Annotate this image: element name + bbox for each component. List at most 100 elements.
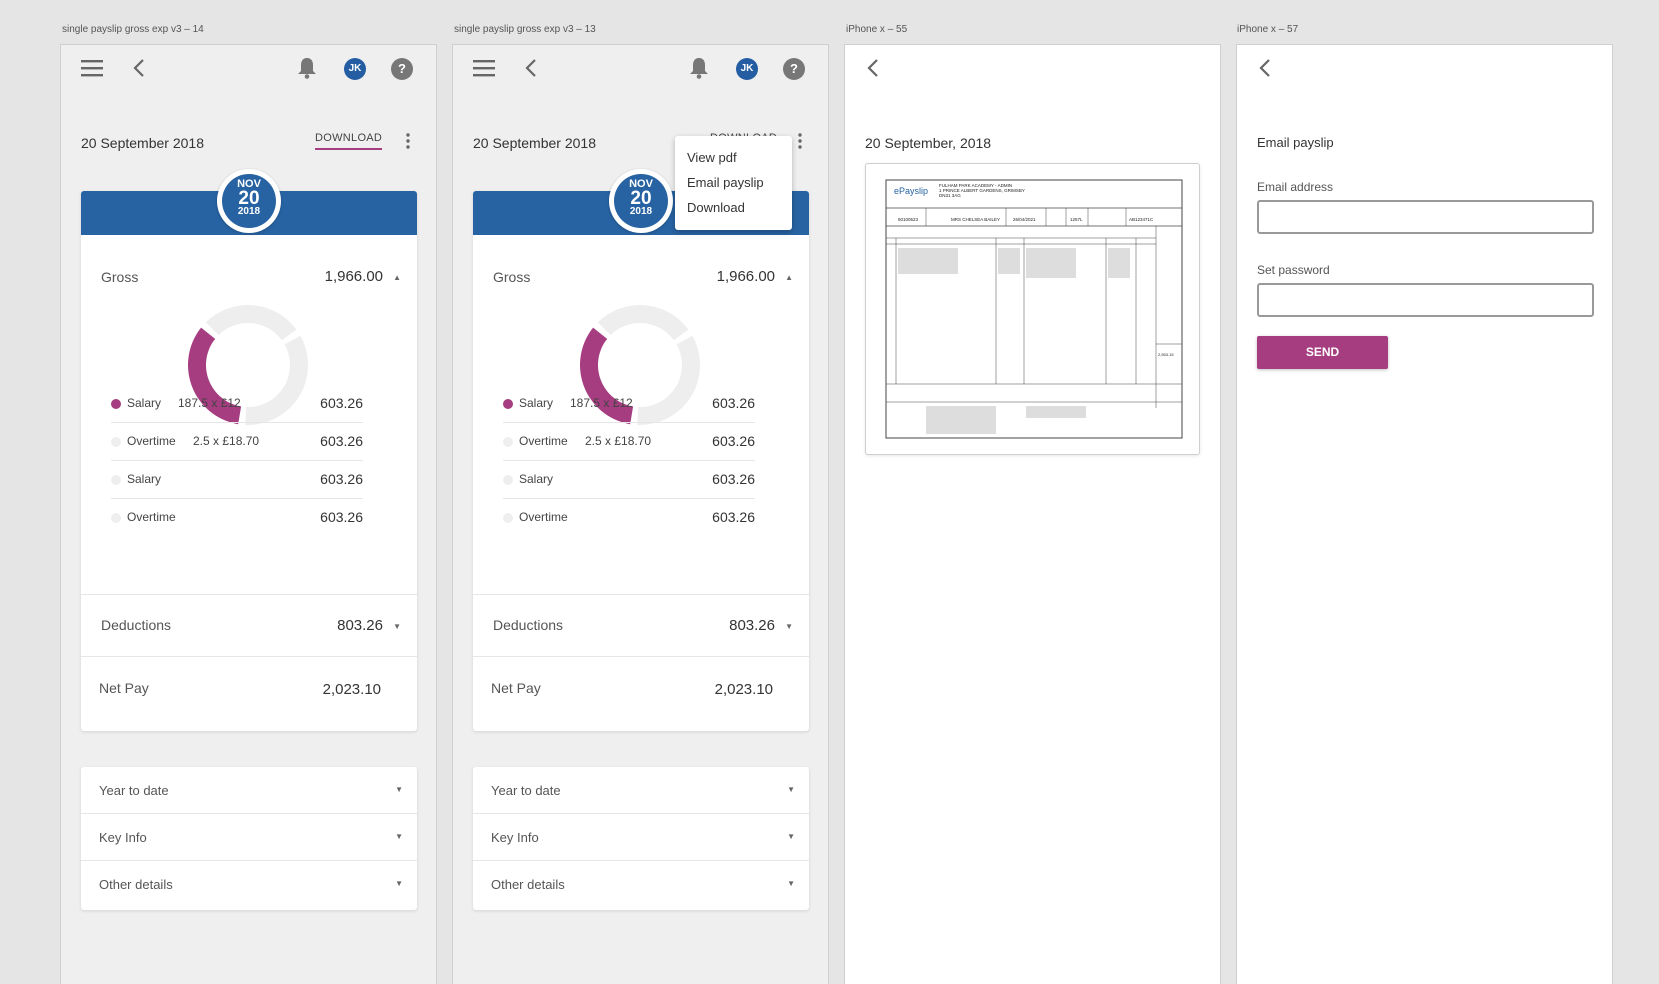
- payslip-summary-card: NOV 20 2018 Gross 1,966.00 ▲ Salary 187.…: [81, 169, 417, 731]
- net-pay-value: 2,023.10: [714, 681, 773, 698]
- details-accordion: Year to date ▼ Key Info ▼ Other details …: [81, 767, 417, 910]
- chevron-up-icon[interactable]: ▲: [393, 273, 401, 282]
- legend-value: 603.26: [320, 471, 363, 487]
- legend-row: Salary 187.5 x £12 603.26: [503, 385, 755, 423]
- legend-row: Overtime 2.5 x £18.70 603.26: [111, 423, 363, 461]
- legend-row: Overtime 603.26: [111, 499, 363, 537]
- menu-item-download[interactable]: Download: [687, 200, 745, 215]
- legend-calc: 2.5 x £18.70: [585, 434, 652, 448]
- more-options-icon[interactable]: [798, 133, 802, 154]
- chevron-down-icon: ▼: [395, 785, 403, 794]
- accordion-label: Key Info: [99, 830, 147, 845]
- doc-address: 1 PRINCE ALBERT GARDENS, GRIMSBY: [939, 188, 1025, 193]
- help-icon[interactable]: ?: [391, 58, 413, 80]
- page-title: Email payslip: [1257, 135, 1334, 150]
- net-pay-label: Net Pay: [491, 680, 541, 696]
- back-icon[interactable]: [867, 59, 879, 82]
- doc-employee-name: MRS CHELSEA BAILEY: [951, 217, 1000, 222]
- accordion-year-to-date[interactable]: Year to date ▼: [473, 767, 809, 814]
- legend-value: 603.26: [712, 471, 755, 487]
- legend-value: 603.26: [320, 509, 363, 525]
- divider: [473, 594, 809, 595]
- legend-row: Overtime 603.26: [503, 499, 755, 537]
- chevron-down-icon: ▼: [787, 879, 795, 888]
- legend-row: Overtime 2.5 x £18.70 603.26: [503, 423, 755, 461]
- net-pay-label: Net Pay: [99, 680, 149, 696]
- email-field[interactable]: [1257, 200, 1594, 234]
- gross-donut-chart: [188, 305, 308, 425]
- legend-calc: 2.5 x £18.70: [193, 434, 260, 448]
- chevron-down-icon: ▼: [395, 879, 403, 888]
- legend-row: Salary 187.5 x £12 603.26: [111, 385, 363, 423]
- accordion-key-info[interactable]: Key Info ▼: [473, 814, 809, 861]
- legend-value: 603.26: [712, 433, 755, 449]
- badge-year: 2018: [237, 206, 261, 217]
- badge-day: 20: [238, 188, 260, 209]
- back-icon[interactable]: [525, 59, 537, 82]
- bell-icon[interactable]: [297, 57, 317, 84]
- donut-slice-other: [637, 335, 700, 425]
- accordion-label: Key Info: [491, 830, 539, 845]
- legend-row: Salary 603.26: [503, 461, 755, 499]
- payslip-document: ePayslip FULHAM PARK ACADEMY - ADMIN 1 P…: [885, 179, 1183, 439]
- menu-item-view-pdf[interactable]: View pdf: [687, 150, 737, 165]
- accordion-key-info[interactable]: Key Info ▼: [81, 814, 417, 861]
- deductions-label: Deductions: [493, 617, 564, 633]
- accordion-label: Year to date: [99, 783, 169, 798]
- doc-tax-code: 1257L: [1070, 217, 1083, 222]
- divider: [473, 656, 809, 657]
- details-accordion: Year to date ▼ Key Info ▼ Other details …: [473, 767, 809, 910]
- date-badge: NOV 20 2018: [609, 169, 673, 233]
- accordion-year-to-date[interactable]: Year to date ▼: [81, 767, 417, 814]
- menu-item-email-payslip[interactable]: Email payslip: [687, 175, 764, 190]
- accordion-label: Year to date: [491, 783, 561, 798]
- donut-slice-other: [597, 305, 689, 341]
- accordion-label: Other details: [491, 877, 565, 892]
- menu-icon[interactable]: [473, 59, 495, 82]
- date-badge: NOV 20 2018: [217, 169, 281, 233]
- send-button[interactable]: SEND: [1257, 336, 1388, 369]
- more-options-icon[interactable]: [406, 133, 410, 154]
- password-field[interactable]: [1257, 283, 1594, 317]
- payslip-date: 20 September 2018: [81, 135, 204, 151]
- chevron-down-icon: ▼: [787, 832, 795, 841]
- back-icon[interactable]: [133, 59, 145, 82]
- chevron-down-icon[interactable]: ▼: [393, 622, 401, 631]
- legend-dot: [111, 399, 121, 409]
- chevron-down-icon[interactable]: ▼: [785, 622, 793, 631]
- artboard-label: iPhone x – 55: [846, 24, 908, 35]
- app-header: JK ?: [453, 45, 828, 93]
- badge-month: NOV: [629, 178, 653, 190]
- badge-year: 2018: [629, 206, 653, 217]
- legend-name: Salary: [519, 396, 554, 410]
- legend-value: 603.26: [320, 395, 363, 411]
- legend-value: 603.26: [712, 395, 755, 411]
- download-button[interactable]: DOWNLOAD: [315, 132, 383, 150]
- back-icon[interactable]: [1259, 59, 1271, 82]
- legend-name: Overtime: [519, 434, 568, 448]
- menu-icon[interactable]: [81, 59, 103, 82]
- preview-date: 20 September, 2018: [865, 135, 992, 151]
- help-icon[interactable]: ?: [783, 58, 805, 80]
- legend-dot: [503, 513, 513, 523]
- legend-value: 603.26: [712, 509, 755, 525]
- doc-payroll-number: 50100523: [898, 217, 919, 222]
- bell-icon[interactable]: [689, 57, 709, 84]
- payslip-screen: JK ? 20 September 2018 DOWNLOAD NOV 20 2…: [60, 44, 437, 984]
- app-header: JK ?: [61, 45, 436, 93]
- payslip-summary-card: NOV 20 2018 Gross 1,966.00 ▲ Salary 187.…: [473, 169, 809, 731]
- accordion-other-details[interactable]: Other details ▼: [473, 861, 809, 908]
- accordion-other-details[interactable]: Other details ▼: [81, 861, 417, 908]
- avatar[interactable]: JK: [736, 58, 758, 80]
- avatar[interactable]: JK: [344, 58, 366, 80]
- payslip-pdf-preview[interactable]: ePayslip FULHAM PARK ACADEMY - ADMIN 1 P…: [865, 163, 1200, 455]
- gross-label: Gross: [493, 269, 531, 285]
- legend-value: 603.26: [320, 433, 363, 449]
- gross-label: Gross: [101, 269, 139, 285]
- legend-name: Overtime: [127, 510, 176, 524]
- legend-dot: [503, 399, 513, 409]
- chevron-up-icon[interactable]: ▲: [785, 273, 793, 282]
- deductions-value: 803.26: [729, 617, 775, 634]
- deductions-label: Deductions: [101, 617, 172, 633]
- legend-name: Salary: [519, 472, 554, 486]
